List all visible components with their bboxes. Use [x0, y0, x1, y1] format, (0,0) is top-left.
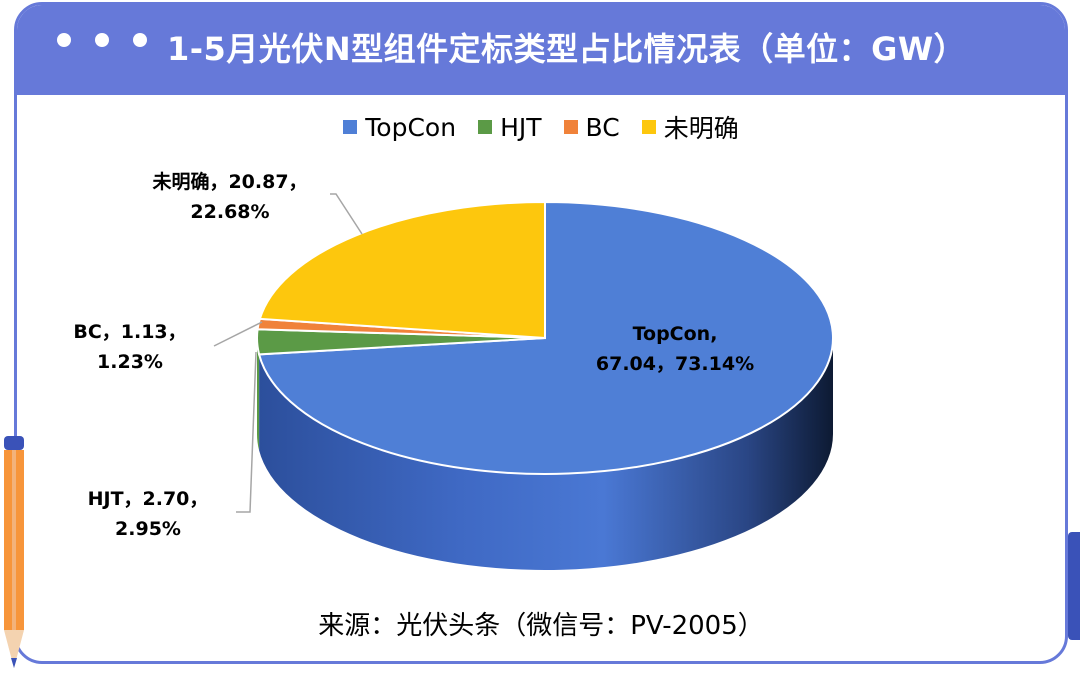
chart-title: 1-5月光伏N型组件定标类型占比情况表（单位：GW）: [167, 30, 967, 68]
title-bar: 1-5月光伏N型组件定标类型占比情况表（单位：GW）: [17, 5, 1065, 95]
pie-slice-TopCon: [257, 200, 834, 475]
data-label: 22.68%: [190, 201, 269, 223]
legend-swatch: [563, 120, 578, 134]
side-tab: [1068, 532, 1080, 640]
pie-labels: TopCon, 67.04，73.14% HJT，2.70， 2.95% BC，1.13…: [73, 170, 754, 540]
data-label: HJT，2.70，: [88, 488, 209, 510]
data-label: 1.23%: [97, 351, 163, 373]
legend-label: TopCon: [365, 112, 457, 142]
window-dots: [57, 33, 147, 47]
data-label: 2.95%: [115, 518, 181, 540]
pie-side: [257, 338, 833, 570]
legend-swatch: [478, 120, 493, 134]
pie-side-HJT: [257, 338, 260, 451]
dot-icon: [133, 33, 147, 47]
data-label: 未明确，20.87，: [151, 170, 307, 193]
legend-item-unspecified: 未明确: [641, 109, 739, 145]
data-label: TopCon,: [633, 323, 718, 345]
chart-legend: TopCon HJT BC 未明确: [17, 109, 1065, 145]
leader-line: [213, 321, 263, 347]
legend-label: HJT: [500, 112, 542, 142]
leader-line: [330, 193, 363, 235]
legend-item-bc: BC: [563, 109, 620, 145]
leader-line: [236, 351, 257, 513]
pie-side-TopCon: [259, 338, 833, 570]
pencil-icon: [4, 436, 24, 668]
legend-swatch: [641, 120, 656, 134]
legend-item-topcon: TopCon: [343, 109, 456, 145]
legend-label: BC: [585, 112, 620, 142]
data-label: BC，1.13，: [73, 321, 186, 343]
legend-swatch: [343, 120, 358, 134]
pie-top: [256, 200, 834, 475]
dot-icon: [95, 33, 109, 47]
source-note: 来源：光伏头条（微信号：PV-2005）: [318, 611, 764, 641]
pie-leaders: [213, 193, 363, 513]
data-label: 67.04，73.14%: [596, 353, 754, 375]
legend-item-hjt: HJT: [478, 109, 542, 145]
pie-slice-未明确: [258, 200, 546, 340]
dot-icon: [57, 33, 71, 47]
legend-label: 未明确: [663, 114, 739, 143]
